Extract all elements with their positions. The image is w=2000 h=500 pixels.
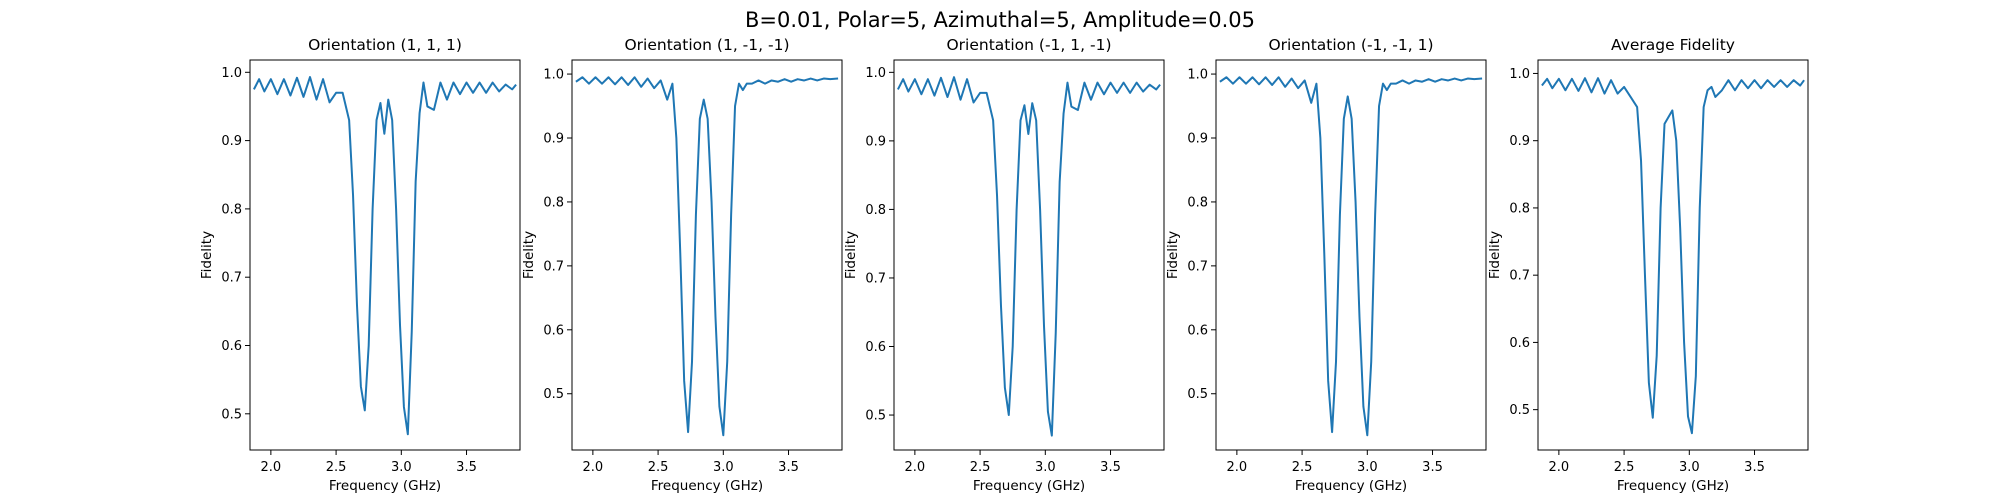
- x-axis-label: Frequency (GHz): [1295, 478, 1407, 494]
- x-tick-label: 2.0: [1227, 460, 1248, 475]
- y-tick-label: 0.6: [543, 323, 564, 338]
- x-tick-label: 2.5: [326, 460, 347, 475]
- subplot-title: Orientation (-1, 1, -1): [946, 36, 1111, 54]
- y-tick-label: 0.7: [1187, 259, 1208, 274]
- y-tick-label: 0.9: [865, 134, 886, 149]
- axes-frame: [249, 59, 521, 451]
- x-tick-label: 3.0: [1357, 460, 1378, 475]
- fidelity-line: [897, 76, 1161, 437]
- y-tick-label: 0.5: [1187, 387, 1208, 402]
- x-axis-label: Frequency (GHz): [973, 478, 1085, 494]
- x-tick-label: 2.5: [970, 460, 991, 475]
- subplot-title: Orientation (1, -1, -1): [624, 36, 789, 54]
- subplot-title: Orientation (1, 1, 1): [308, 36, 462, 54]
- y-tick-label: 0.6: [1509, 336, 1530, 351]
- x-axis-label: Frequency (GHz): [329, 478, 441, 494]
- subplot-title: Orientation (-1, -1, 1): [1268, 36, 1433, 54]
- y-tick-label: 0.9: [543, 132, 564, 147]
- y-tick-label: 0.9: [221, 134, 242, 149]
- y-tick-label: 0.7: [865, 271, 886, 286]
- y-tick-label: 1.0: [543, 68, 564, 83]
- y-axis-label: Fidelity: [1165, 231, 1181, 279]
- x-tick-label: 3.0: [391, 460, 412, 475]
- x-axis-label: Frequency (GHz): [1617, 478, 1729, 494]
- axes-frame: [1537, 59, 1809, 451]
- x-tick-label: 2.5: [648, 460, 669, 475]
- y-axis-label: Fidelity: [1487, 231, 1503, 279]
- fidelity-line: [575, 76, 839, 437]
- subplot-5: 2.0 2.5 3.0 3.5 0.5 0.6 0.7 0.8 0.9 1.0 Average Fi…: [1487, 36, 1809, 494]
- y-axis-label: Fidelity: [843, 231, 859, 279]
- axes-frame: [893, 59, 1165, 451]
- y-tick-label: 0.7: [221, 271, 242, 286]
- y-tick-label: 0.8: [1187, 195, 1208, 210]
- y-tick-label: 0.8: [865, 203, 886, 218]
- x-tick-label: 3.5: [1422, 460, 1443, 475]
- y-tick-label: 0.7: [1509, 269, 1530, 284]
- subplot-grid: 2.0 2.5 3.0 3.5 0.5 0.6 0.7 0.8 0.9 1.0 Orientatio…: [199, 36, 1809, 494]
- y-tick-label: 0.5: [865, 409, 886, 424]
- x-tick-label: 2.0: [1549, 460, 1570, 475]
- x-tick-label: 3.0: [713, 460, 734, 475]
- x-tick-label: 2.5: [1614, 460, 1635, 475]
- x-tick-label: 3.5: [1744, 460, 1765, 475]
- y-tick-label: 0.6: [221, 339, 242, 354]
- subplot-4: 2.0 2.5 3.0 3.5 0.5 0.6 0.7 0.8 0.9 1.0 Orientatio…: [1165, 36, 1487, 494]
- subplot-3: 2.0 2.5 3.0 3.5 0.5 0.6 0.7 0.8 0.9 1.0 Orientatio…: [843, 36, 1165, 494]
- y-tick-label: 0.5: [221, 407, 242, 422]
- x-tick-label: 3.0: [1679, 460, 1700, 475]
- y-tick-label: 0.9: [1187, 132, 1208, 147]
- subplot-1: 2.0 2.5 3.0 3.5 0.5 0.6 0.7 0.8 0.9 1.0 Orientatio…: [199, 36, 521, 494]
- y-tick-label: 1.0: [221, 66, 242, 81]
- y-tick-label: 0.5: [1509, 403, 1530, 418]
- figure-suptitle: B=0.01, Polar=5, Azimuthal=5, Amplitude=…: [745, 8, 1255, 32]
- subplot-title: Average Fidelity: [1611, 36, 1735, 54]
- x-axis-label: Frequency (GHz): [651, 478, 763, 494]
- x-tick-label: 2.0: [261, 460, 282, 475]
- x-tick-label: 2.5: [1292, 460, 1313, 475]
- y-tick-label: 0.5: [543, 387, 564, 402]
- fidelity-line: [253, 76, 517, 436]
- y-axis-label: Fidelity: [199, 231, 215, 279]
- y-tick-label: 1.0: [1509, 67, 1530, 82]
- y-tick-label: 0.7: [543, 259, 564, 274]
- x-tick-label: 3.5: [778, 460, 799, 475]
- y-tick-label: 0.6: [1187, 323, 1208, 338]
- fidelity-line: [1219, 76, 1483, 437]
- y-tick-label: 0.8: [221, 202, 242, 217]
- y-tick-label: 1.0: [865, 66, 886, 81]
- fidelity-line: [1541, 77, 1805, 435]
- y-tick-label: 1.0: [1187, 68, 1208, 83]
- y-axis-label: Fidelity: [521, 231, 537, 279]
- x-tick-label: 2.0: [583, 460, 604, 475]
- y-tick-label: 0.8: [1509, 201, 1530, 216]
- y-tick-label: 0.9: [1509, 134, 1530, 149]
- x-tick-label: 3.5: [456, 460, 477, 475]
- x-tick-label: 3.0: [1035, 460, 1056, 475]
- x-tick-label: 2.0: [905, 460, 926, 475]
- axes-frame: [1215, 59, 1487, 451]
- y-tick-label: 0.6: [865, 340, 886, 355]
- subplot-2: 2.0 2.5 3.0 3.5 0.5 0.6 0.7 0.8 0.9 1.0 Orientatio…: [521, 36, 843, 494]
- x-tick-label: 3.5: [1100, 460, 1121, 475]
- y-tick-label: 0.8: [543, 195, 564, 210]
- axes-frame: [571, 59, 843, 451]
